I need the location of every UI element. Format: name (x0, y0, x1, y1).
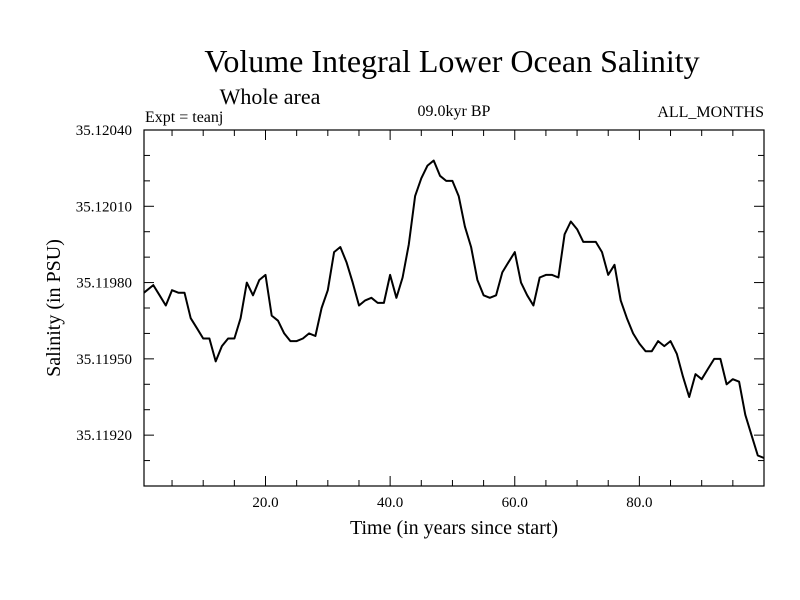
y-axis: 35.11920 35.11950 35.11980 35.12010 35.12040 (76, 123, 764, 487)
x-tick-label: 60.0 (502, 495, 528, 511)
annotation-months: ALL_MONTHS (657, 104, 764, 121)
y-tick-label: 35.11950 (76, 352, 132, 368)
y-tick-label: 35.11980 (76, 276, 132, 292)
x-tick-label: 20.0 (252, 495, 278, 511)
y-tick-label: 35.12040 (76, 123, 132, 139)
x-axis: 20.0 40.0 60.0 80.0 (171, 130, 765, 511)
x-tick-label: 40.0 (377, 495, 403, 511)
y-tick-label: 35.11920 (76, 428, 132, 444)
x-axis-label: Time (in years since start) (350, 517, 558, 539)
y-tick-label: 35.12010 (76, 199, 132, 215)
x-tick-label: 80.0 (626, 495, 652, 511)
chart-subtitle: Whole area (220, 84, 321, 109)
salinity-series-line (143, 159, 765, 459)
chart-title: Volume Integral Lower Ocean Salinity (204, 43, 699, 79)
y-axis-label: Salinity (in PSU) (43, 239, 65, 377)
annotation-period: 09.0kyr BP (418, 103, 491, 120)
annotation-experiment: Expt = teanj (145, 109, 223, 126)
